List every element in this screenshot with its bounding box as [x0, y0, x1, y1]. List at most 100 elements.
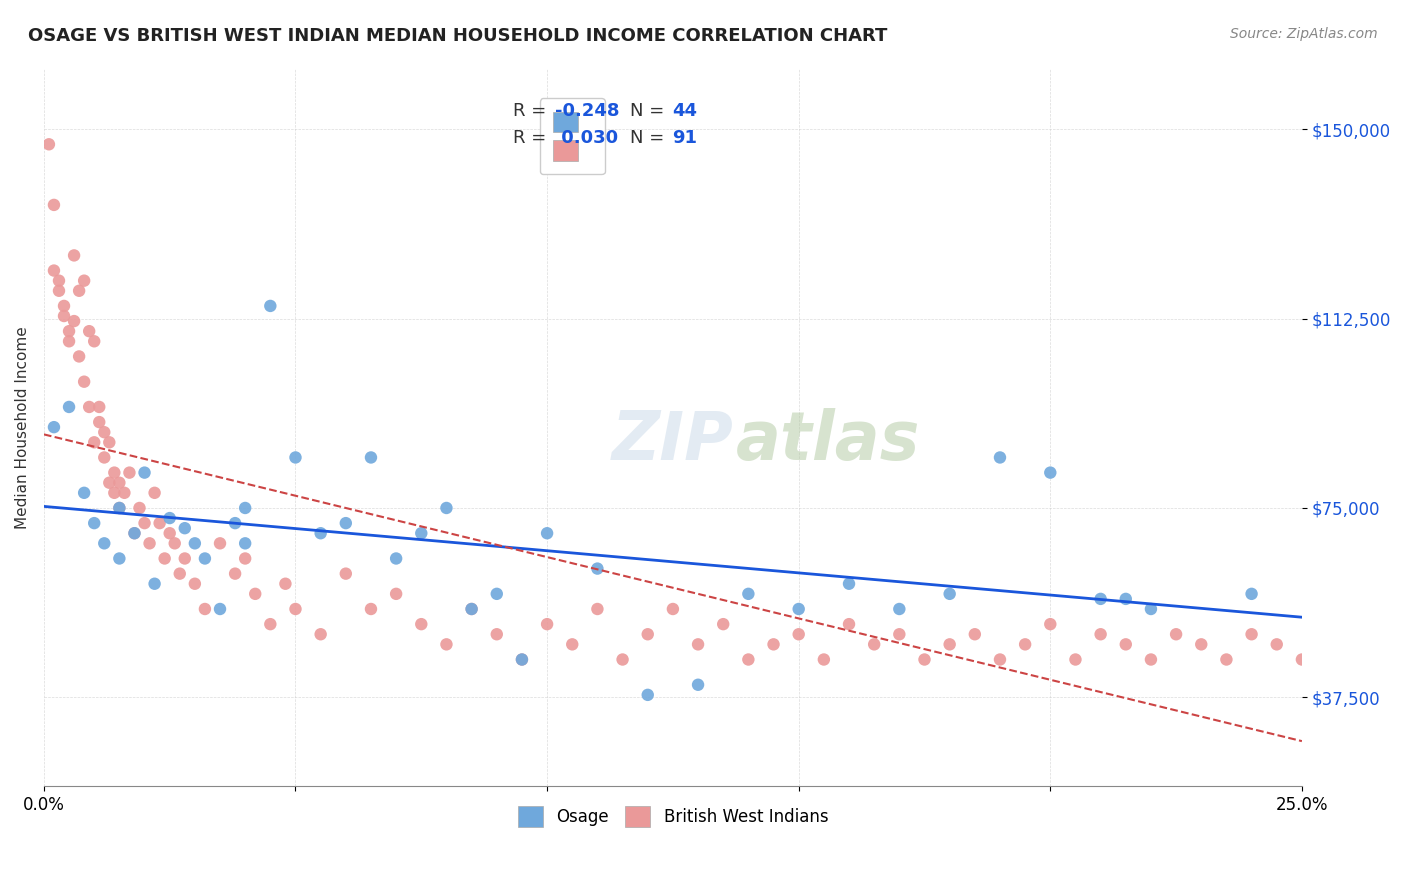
Point [83, 334, 105, 349]
Point [42, 420, 65, 434]
Text: R =: R = [513, 129, 553, 147]
Point [561, 637, 583, 651]
Point [93, 536, 115, 550]
Point [586, 602, 609, 616]
Point [1215, 652, 1237, 666]
Point [787, 602, 810, 616]
Point [153, 551, 176, 566]
Point [1240, 587, 1263, 601]
Point [98, 475, 121, 490]
Text: 0.030: 0.030 [555, 129, 619, 147]
Point [112, 485, 135, 500]
Point [233, 551, 256, 566]
Point [460, 602, 482, 616]
Point [103, 485, 125, 500]
Text: atlas: atlas [735, 409, 920, 475]
Point [89, 400, 111, 414]
Point [662, 602, 685, 616]
Point [149, 516, 172, 530]
Point [963, 627, 986, 641]
Point [1039, 617, 1062, 632]
Point [53, 299, 76, 313]
Point [1115, 591, 1137, 606]
Text: 91: 91 [672, 129, 697, 147]
Point [411, 617, 433, 632]
Point [42, 198, 65, 212]
Point [360, 602, 382, 616]
Point [637, 688, 659, 702]
Point [42, 263, 65, 277]
Point [245, 587, 267, 601]
Point [385, 587, 408, 601]
Point [173, 551, 195, 566]
Point [838, 576, 860, 591]
Point [259, 299, 281, 313]
Point [118, 466, 141, 480]
Point [274, 576, 297, 591]
Text: Source: ZipAtlas.com: Source: ZipAtlas.com [1230, 27, 1378, 41]
Point [360, 450, 382, 465]
Point [169, 566, 191, 581]
Point [98, 435, 121, 450]
Point [988, 652, 1011, 666]
Point [108, 475, 131, 490]
Y-axis label: Median Household Income: Median Household Income [15, 326, 30, 529]
Point [58, 324, 80, 338]
Point [124, 526, 146, 541]
Point [63, 314, 86, 328]
Text: ZIP: ZIP [612, 409, 734, 475]
Point [863, 637, 886, 651]
Point [108, 551, 131, 566]
Point [938, 637, 960, 651]
Point [1064, 652, 1087, 666]
Point [309, 627, 332, 641]
Point [38, 137, 60, 152]
Point [77, 400, 100, 414]
Point [224, 566, 246, 581]
Text: N =: N = [630, 129, 669, 147]
Point [159, 511, 181, 525]
Point [143, 485, 166, 500]
Point [48, 274, 70, 288]
Point [224, 516, 246, 530]
Point [73, 375, 96, 389]
Point [53, 309, 76, 323]
Point [134, 466, 156, 480]
Point [1164, 627, 1187, 641]
Point [309, 526, 332, 541]
Point [335, 516, 357, 530]
Point [284, 450, 307, 465]
Point [1039, 466, 1062, 480]
Point [284, 602, 307, 616]
Point [988, 450, 1011, 465]
Point [787, 627, 810, 641]
Point [128, 500, 150, 515]
Point [184, 536, 207, 550]
Point [536, 617, 558, 632]
Point [173, 521, 195, 535]
Text: OSAGE VS BRITISH WEST INDIAN MEDIAN HOUSEHOLD INCOME CORRELATION CHART: OSAGE VS BRITISH WEST INDIAN MEDIAN HOUS… [28, 27, 887, 45]
Point [208, 536, 231, 550]
Point [143, 576, 166, 591]
Point [134, 516, 156, 530]
Point [194, 602, 217, 616]
Point [93, 425, 115, 440]
Legend: Osage, British West Indians: Osage, British West Indians [509, 797, 837, 835]
Point [58, 400, 80, 414]
Point [1189, 637, 1212, 651]
Point [73, 485, 96, 500]
Point [335, 566, 357, 581]
Point [889, 627, 911, 641]
Point [838, 617, 860, 632]
Text: 44: 44 [672, 103, 697, 120]
Point [411, 526, 433, 541]
Point [83, 435, 105, 450]
Point [686, 678, 709, 692]
Point [208, 602, 231, 616]
Point [711, 617, 734, 632]
Point [63, 248, 86, 262]
Point [762, 637, 785, 651]
Point [1115, 637, 1137, 651]
Point [889, 602, 911, 616]
Point [83, 516, 105, 530]
